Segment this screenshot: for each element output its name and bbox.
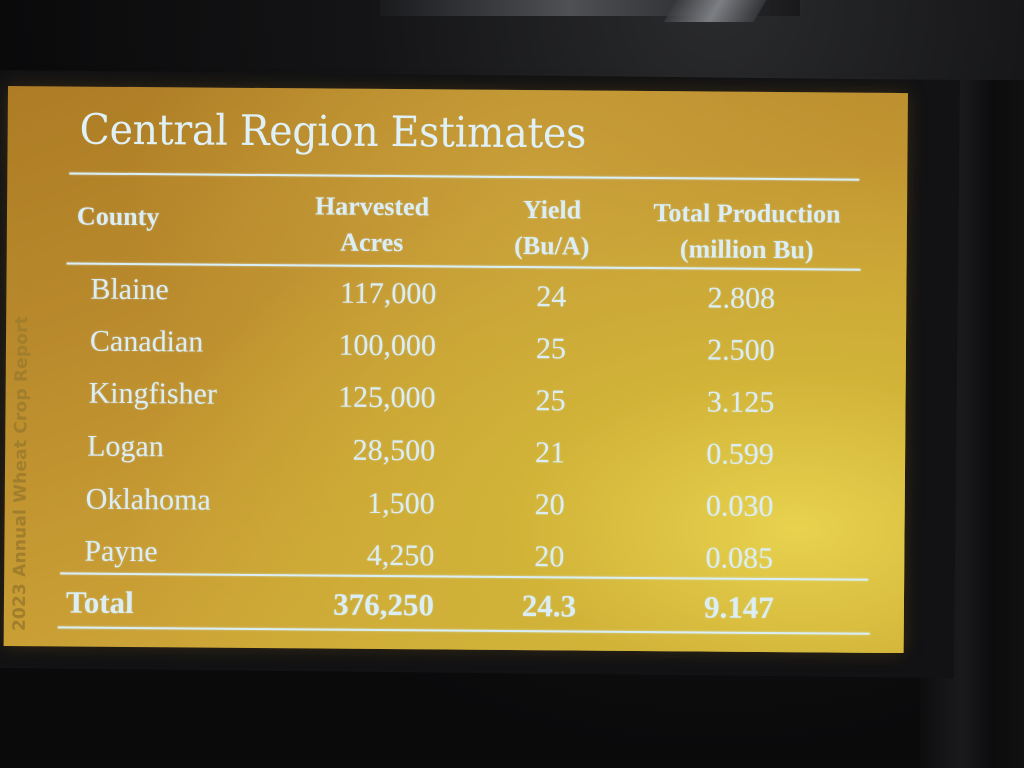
cell-yield: 25: [535, 332, 567, 366]
cell-production: 0.030: [705, 489, 774, 524]
header-production-line1: Total Production: [653, 198, 841, 229]
cell-production: 0.599: [706, 437, 775, 472]
slide-title: Central Region Estimates: [79, 104, 587, 158]
cell-county: Oklahoma: [85, 482, 211, 517]
cell-yield: 25: [535, 384, 566, 418]
cell-county: Blaine: [90, 272, 169, 307]
cell-county: Kingfisher: [88, 376, 218, 411]
title-rule: [69, 172, 860, 181]
cell-yield: 24: [536, 280, 567, 314]
cell-acres: 117,000: [339, 276, 437, 311]
cell-county: Logan: [87, 429, 164, 464]
total-label: Total: [65, 584, 134, 621]
ceiling-light-strip: [663, 0, 767, 22]
cell-county: Canadian: [89, 324, 204, 359]
header-yield-line1: Yield: [522, 195, 582, 225]
cell-county: Payne: [84, 534, 158, 569]
cell-yield: 20: [534, 540, 565, 574]
total-production: 9.147: [703, 589, 774, 626]
projected-slide: 2023 Annual Wheat Crop Report Central Re…: [3, 86, 908, 654]
cell-acres: 100,000: [338, 328, 437, 363]
cell-yield: 21: [535, 436, 566, 470]
header-yield-line2: (Bu/A): [514, 230, 590, 261]
cell-yield: 20: [534, 488, 565, 522]
cell-acres: 4,250: [366, 538, 435, 573]
cell-acres: 28,500: [352, 433, 436, 468]
cell-production: 0.085: [705, 541, 774, 576]
slide-side-label: 2023 Annual Wheat Crop Report: [9, 315, 33, 632]
bottom-rule: [57, 626, 870, 635]
total-yield: 24.3: [521, 588, 577, 624]
total-acres: 376,250: [333, 586, 435, 623]
cell-production: 2.500: [707, 333, 775, 368]
cell-acres: 125,000: [337, 380, 436, 415]
cell-production: 3.125: [706, 385, 775, 420]
header-production-line2: (million Bu): [679, 234, 814, 265]
header-acres-line2: Acres: [340, 227, 404, 258]
cell-production: 2.808: [707, 281, 776, 316]
header-acres-line1: Harvested: [314, 191, 430, 222]
header-county: County: [76, 201, 160, 232]
cell-acres: 1,500: [367, 486, 435, 521]
